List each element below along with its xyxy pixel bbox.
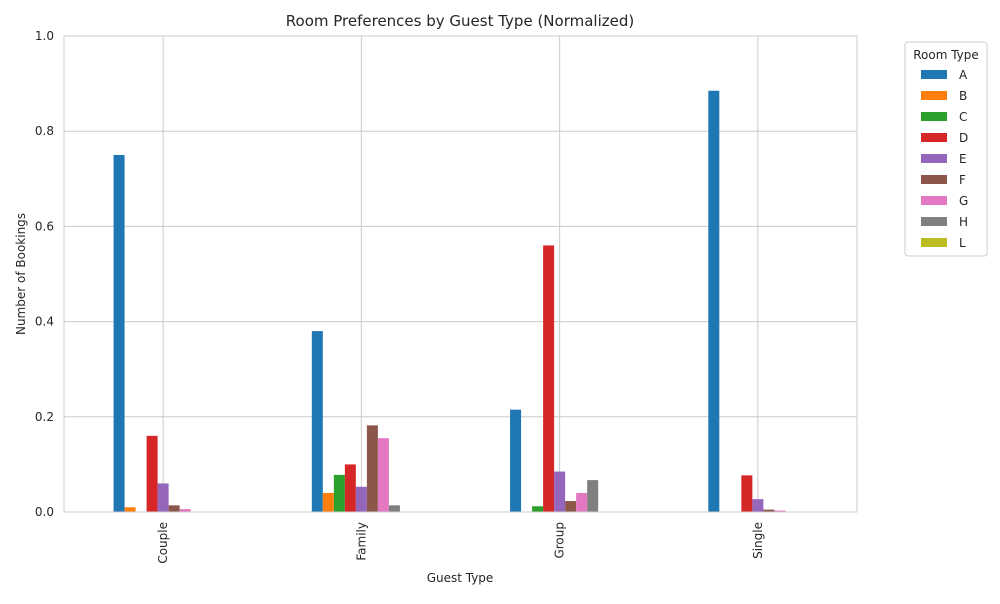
x-axis-label: Guest Type (427, 571, 494, 585)
x-tick-label: Family (354, 522, 368, 561)
bar-d-group (543, 245, 554, 512)
legend-label-g: G (959, 194, 968, 208)
legend-title: Room Type (913, 48, 979, 62)
bar-f-group (565, 501, 576, 512)
plot-area: 0.0 0.2 0.4 0.6 0.8 1.0 Couple Family Group Singl… (35, 29, 857, 564)
legend-label-c: C (959, 110, 967, 124)
legend-swatch-e (921, 154, 947, 163)
y-tick-label: 0.6 (35, 219, 54, 233)
y-tick-label: 0.2 (35, 410, 54, 424)
y-tick-label: 0.4 (35, 315, 54, 329)
legend-label-e: E (959, 152, 967, 166)
bar-e-group (554, 472, 565, 512)
y-tick-label: 0.0 (35, 505, 54, 519)
x-tick-label: Couple (156, 522, 170, 564)
legend-label-f: F (959, 173, 966, 187)
bar-b-family (323, 493, 334, 512)
x-tick-label: Group (553, 522, 567, 559)
bar-e-single (752, 499, 763, 512)
bar-f-family (367, 425, 378, 512)
bar-e-couple (158, 483, 169, 512)
bar-e-family (356, 487, 367, 512)
bar-d-family (345, 464, 356, 512)
legend-swatch-f (921, 175, 947, 184)
bar-d-couple (147, 436, 158, 512)
legend-label-b: B (959, 89, 967, 103)
bar-g-group (576, 493, 587, 512)
bar-a-group (510, 410, 521, 512)
bar-b-couple (125, 507, 136, 512)
bar-f-couple (169, 505, 180, 512)
bar-g-family (378, 438, 389, 512)
legend-swatch-g (921, 196, 947, 205)
bar-h-group (587, 480, 598, 512)
bar-c-group (532, 506, 543, 512)
legend-swatch-b (921, 91, 947, 100)
y-tick-label: 1.0 (35, 29, 54, 43)
bar-d-single (741, 475, 752, 512)
bar-a-family (312, 331, 323, 512)
legend-label-h: H (959, 215, 968, 229)
legend-label-l: L (959, 236, 966, 250)
bar-a-couple (114, 155, 125, 512)
x-tick-label: Single (751, 522, 765, 559)
legend-swatch-c (921, 112, 947, 121)
legend-swatch-h (921, 217, 947, 226)
legend-swatch-a (921, 70, 947, 79)
legend-label-a: A (959, 68, 968, 82)
bar-h-family (389, 505, 400, 512)
legend-swatch-l (921, 238, 947, 247)
y-axis-label: Number of Bookings (14, 213, 28, 335)
y-tick-label: 0.8 (35, 124, 54, 138)
plot-background (64, 36, 857, 512)
legend-swatch-d (921, 133, 947, 142)
legend-label-d: D (959, 131, 968, 145)
bar-c-family (334, 475, 345, 512)
chart-title: Room Preferences by Guest Type (Normaliz… (286, 12, 634, 30)
bar-a-single (708, 91, 719, 512)
